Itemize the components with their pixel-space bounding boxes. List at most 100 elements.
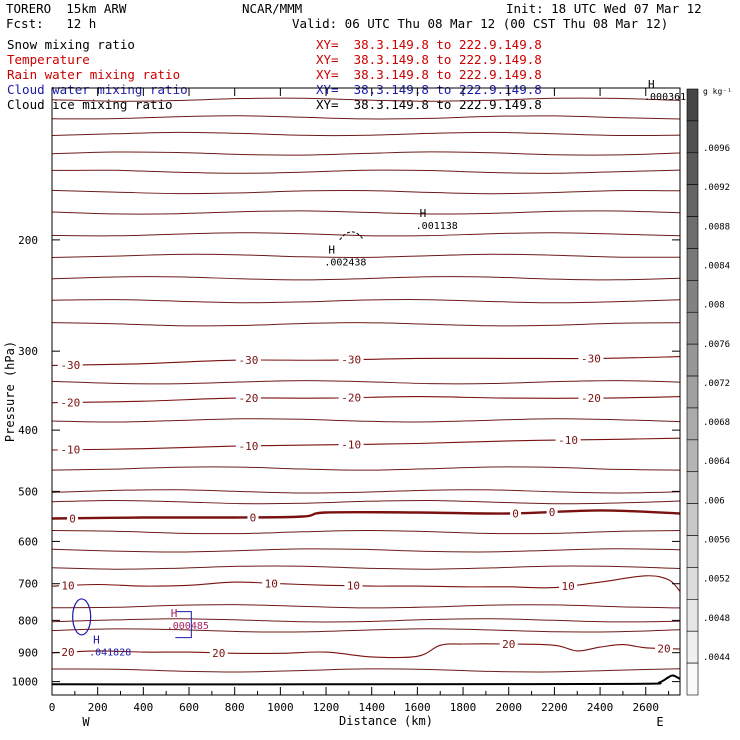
extremum-value: .041828 bbox=[89, 647, 131, 658]
colorbar-segment bbox=[686, 567, 699, 600]
colorbar-label: .0092 bbox=[703, 183, 730, 193]
x-axis-title: Distance (km) bbox=[339, 714, 433, 728]
colorbar-segment bbox=[686, 407, 699, 441]
isotherm-label-bg bbox=[338, 391, 364, 404]
isotherm-label-bg bbox=[58, 646, 77, 659]
background-contour bbox=[51, 253, 681, 258]
isotherm-label-bg bbox=[57, 359, 83, 372]
background-contour bbox=[51, 380, 681, 385]
cloud-water-contour bbox=[175, 611, 192, 639]
isotherm-label-bg bbox=[655, 642, 674, 655]
background-contour bbox=[51, 499, 681, 505]
isotherm-label: 0 bbox=[69, 512, 76, 525]
colorbar-segment bbox=[686, 535, 699, 568]
background-contour bbox=[51, 97, 681, 102]
legend-label: Temperature bbox=[7, 52, 90, 67]
isotherm-label-bg bbox=[510, 507, 522, 520]
x-tick-label: 1600 bbox=[404, 701, 431, 714]
extremum-value: .000361 bbox=[644, 92, 686, 103]
east-end-label: E bbox=[656, 715, 663, 729]
colorbar-segment bbox=[686, 120, 699, 154]
x-tick-label: 1800 bbox=[450, 701, 477, 714]
isotherm-label-bg bbox=[344, 579, 363, 592]
isotherm-label-bg bbox=[57, 396, 83, 409]
x-tick-label: 1000 bbox=[267, 701, 294, 714]
colorbar-segment bbox=[686, 471, 699, 504]
x-tick-label: 2400 bbox=[587, 701, 614, 714]
x-tick-label: 600 bbox=[179, 701, 199, 714]
isotherm-line bbox=[51, 575, 681, 592]
extremum-marker: H bbox=[648, 78, 655, 91]
x-tick-label: 400 bbox=[133, 701, 153, 714]
background-contour bbox=[51, 489, 681, 494]
x-tick-label: 2000 bbox=[495, 701, 522, 714]
y-tick-label: 300 bbox=[18, 345, 38, 358]
background-contour bbox=[51, 565, 681, 570]
isotherm-label: 10 bbox=[347, 580, 360, 593]
background-contour bbox=[51, 548, 681, 553]
isotherm-label-bg bbox=[58, 579, 77, 592]
cloud-water-contour bbox=[72, 598, 92, 636]
x-tick-label: 1200 bbox=[313, 701, 340, 714]
background-contour bbox=[51, 115, 681, 120]
background-contour bbox=[51, 276, 681, 281]
legend-xy-range: XY= 38.3.149.8 to 222.9.149.8 bbox=[316, 52, 542, 67]
plot-frame bbox=[51, 87, 681, 696]
isotherm-label: 0 bbox=[549, 506, 556, 519]
isotherm-label: 10 bbox=[61, 580, 74, 593]
colorbar-label: .0068 bbox=[703, 418, 730, 428]
colorbar-label: .0056 bbox=[703, 536, 730, 546]
extremum-marker: H bbox=[93, 633, 100, 646]
isotherm-label: -20 bbox=[238, 392, 258, 405]
isotherm-label: -10 bbox=[558, 434, 578, 447]
isotherm-label: -30 bbox=[238, 354, 258, 367]
isotherm-label: 20 bbox=[502, 638, 515, 651]
background-contour bbox=[51, 151, 681, 156]
colorbar-segment bbox=[686, 599, 699, 632]
isotherm-label-bg bbox=[578, 352, 604, 365]
extremum-marker: H bbox=[171, 607, 178, 620]
background-contour bbox=[51, 210, 681, 215]
colorbar-label: .006 bbox=[703, 496, 725, 506]
colorbar-label: .0052 bbox=[703, 575, 730, 585]
model-title: TORERO 15km ARW bbox=[6, 1, 127, 16]
isotherm-label: 0 bbox=[250, 511, 257, 524]
isotherm-label-bg bbox=[559, 579, 578, 592]
isotherm-label-bg bbox=[235, 439, 261, 452]
x-tick-label: 2600 bbox=[632, 701, 659, 714]
y-tick-label: 1000 bbox=[12, 676, 39, 689]
isotherm-label: -10 bbox=[60, 444, 80, 457]
extremum-value: .000485 bbox=[167, 621, 209, 632]
colorbar-label: .0072 bbox=[703, 379, 730, 389]
isotherm-line bbox=[51, 643, 681, 659]
background-contour bbox=[51, 604, 681, 609]
colorbar-label: .0096 bbox=[703, 144, 730, 154]
plot-border bbox=[51, 87, 681, 696]
isotherm-label: -10 bbox=[238, 440, 258, 453]
colorbar-segment bbox=[686, 662, 699, 696]
legend-label: Snow mixing ratio bbox=[7, 37, 135, 52]
y-tick-label: 900 bbox=[18, 647, 38, 660]
isotherm-label: -10 bbox=[341, 438, 361, 451]
x-tick-label: 0 bbox=[49, 701, 56, 714]
isotherm-label: 20 bbox=[212, 647, 225, 660]
colorbar-label: .0076 bbox=[703, 340, 730, 350]
colorbar-segment bbox=[686, 630, 699, 664]
legend-xy-range: XY= 38.3.149.8 to 222.9.149.8 bbox=[316, 37, 542, 52]
isotherm-label: 10 bbox=[265, 577, 278, 590]
colorbar-label: .0048 bbox=[703, 614, 730, 624]
background-contour bbox=[51, 618, 681, 623]
colorbar-label: .0088 bbox=[703, 222, 730, 232]
isotherm-label-bg bbox=[546, 506, 558, 519]
background-contour bbox=[51, 529, 681, 535]
isotherm-label-bg bbox=[247, 511, 259, 524]
x-tick-label: 2200 bbox=[541, 701, 568, 714]
colorbar-segment bbox=[686, 503, 699, 536]
isotherm-label-bg bbox=[499, 638, 518, 651]
x-tick-label: 1400 bbox=[358, 701, 385, 714]
isotherm-label: 20 bbox=[61, 646, 74, 659]
isotherm-label-bg bbox=[262, 577, 281, 590]
isotherm-label: 0 bbox=[512, 507, 519, 520]
colorbar-segment bbox=[686, 152, 699, 185]
